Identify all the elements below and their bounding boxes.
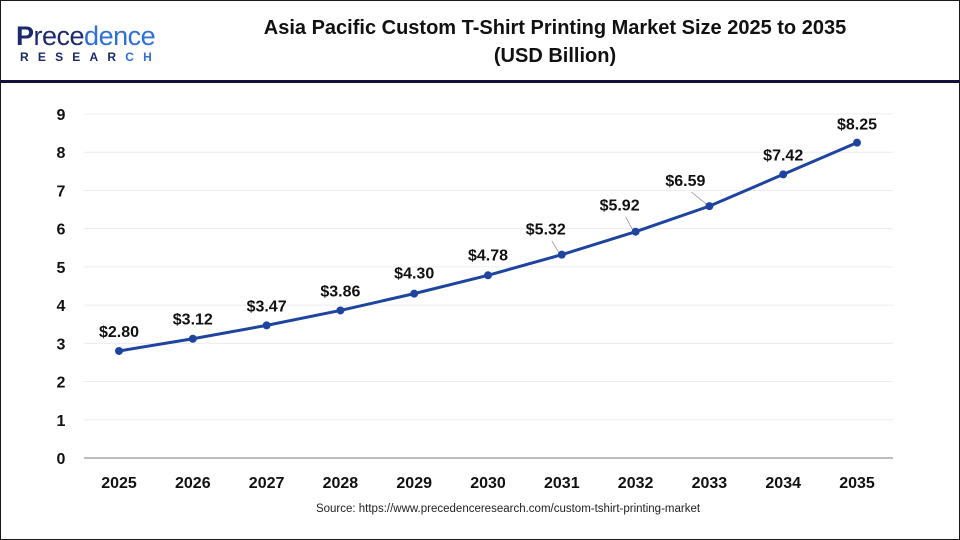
data-label: $5.32 <box>526 222 566 239</box>
y-tick-label: 9 <box>57 107 66 124</box>
y-tick-label: 2 <box>57 375 66 392</box>
logo-subtitle: RESEARCH <box>20 50 161 64</box>
x-tick-label: 2029 <box>396 475 432 492</box>
data-point-marker <box>410 289 419 298</box>
chart-title-line2: (USD Billion) <box>493 45 617 67</box>
data-markers <box>115 138 861 355</box>
x-tick-label: 2025 <box>101 475 137 492</box>
y-tick-label: 5 <box>57 260 66 277</box>
data-point-marker <box>557 250 566 259</box>
x-tick-label: 2030 <box>470 475 506 492</box>
data-point-marker <box>188 334 197 343</box>
y-tick-label: 7 <box>57 183 66 200</box>
data-point-marker <box>262 321 271 330</box>
y-tick-label: 4 <box>57 298 66 315</box>
y-tick-label: 3 <box>57 336 66 353</box>
chart-title-line1: Asia Pacific Custom T-Shirt Printing Mar… <box>263 17 847 39</box>
gridlines <box>84 113 893 459</box>
data-point-marker <box>115 346 123 355</box>
logo-wordmark: Precedence <box>16 21 156 51</box>
x-tick-label: 2033 <box>692 475 728 492</box>
data-point-marker <box>705 202 714 211</box>
y-tick-label: 8 <box>57 145 66 162</box>
data-label: $3.12 <box>173 312 213 329</box>
x-tick-label: 2035 <box>839 475 875 492</box>
data-point-marker <box>336 306 345 315</box>
y-tick-label: 0 <box>57 451 66 468</box>
data-label: $3.47 <box>247 298 287 315</box>
data-point-marker <box>779 170 788 179</box>
x-axis: 2025 2026 2027 2028 2029 2030 2031 2032 2033 2034… <box>101 475 875 492</box>
data-label: $7.42 <box>763 147 803 164</box>
leader-line <box>625 216 633 230</box>
data-point-marker <box>484 271 492 280</box>
leader-line <box>691 191 707 205</box>
data-labels: $2.80 $3.12 $3.47 $3.86 $4.30 $4.78 $5.32 $5.92… <box>99 117 877 341</box>
data-label: $6.59 <box>665 173 705 190</box>
chart-title: Asia Pacific Custom T-Shirt Printing Mar… <box>230 14 880 70</box>
data-label: $8.25 <box>837 117 877 134</box>
source-note: Source: https://www.precedenceresearch.c… <box>315 503 701 515</box>
leader-line <box>551 240 560 253</box>
x-tick-label: 2028 <box>323 475 359 492</box>
data-label: $4.30 <box>394 266 434 283</box>
data-label: $3.86 <box>320 283 360 300</box>
x-tick-label: 2031 <box>544 475 580 492</box>
header-divider <box>0 80 960 83</box>
label-leader-lines <box>551 191 707 253</box>
header: Precedence RESEARCH Asia Pacific Custom … <box>0 0 960 80</box>
data-point-marker <box>853 138 861 147</box>
x-tick-label: 2032 <box>618 475 654 492</box>
data-label: $4.78 <box>468 247 508 264</box>
data-label: $2.80 <box>99 324 139 341</box>
x-tick-label: 2034 <box>765 475 801 492</box>
y-tick-label: 6 <box>57 222 66 239</box>
data-point-marker <box>631 227 640 236</box>
y-axis: 0 1 2 3 4 5 6 7 8 9 <box>57 107 66 468</box>
x-tick-label: 2027 <box>249 475 285 492</box>
y-tick-label: 1 <box>57 413 66 430</box>
x-tick-label: 2026 <box>175 475 211 492</box>
data-label: $5.92 <box>600 198 640 215</box>
precedence-research-logo: Precedence RESEARCH <box>16 21 161 64</box>
